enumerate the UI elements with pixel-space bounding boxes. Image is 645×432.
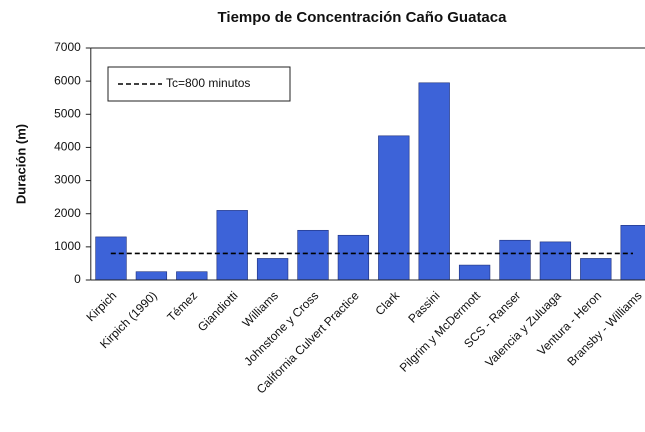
bar <box>176 271 208 281</box>
chart-title: Tiempo de Concentración Caño Guataca <box>218 9 508 26</box>
bar <box>297 229 329 281</box>
bar <box>580 258 612 281</box>
y-tick-label: 2000 <box>54 206 81 220</box>
x-tick-label: Giandiotti <box>195 288 241 334</box>
y-tick-label: 6000 <box>54 73 81 87</box>
y-tick-label: 1000 <box>54 239 81 253</box>
y-tick-label: 3000 <box>54 173 81 187</box>
x-tick-label: Kirpich <box>84 288 120 324</box>
x-tick-label: Passini <box>405 288 442 325</box>
x-tick-label: Bransby - Williams <box>564 288 644 368</box>
x-tick-label: Johnstone y Cross <box>241 288 321 368</box>
y-tick-label: 0 <box>74 272 81 286</box>
bar <box>135 271 168 281</box>
bar <box>256 258 289 281</box>
bar <box>499 239 531 281</box>
bar <box>418 82 450 281</box>
x-tick-label: Clark <box>372 288 402 318</box>
bar <box>378 135 410 281</box>
x-tick-label: Valencia y Zuluaga <box>482 288 564 370</box>
bar <box>95 236 127 281</box>
x-tick-label: Williams <box>239 288 280 329</box>
y-tick-label: 5000 <box>54 106 81 120</box>
y-tick-label: 7000 <box>54 40 81 54</box>
x-tick-label: Témez <box>164 288 200 324</box>
bar <box>337 234 370 281</box>
y-tick-label: 4000 <box>54 140 81 154</box>
bar <box>458 264 491 281</box>
bar <box>620 225 645 281</box>
bar <box>216 210 248 281</box>
bar <box>539 241 572 281</box>
y-axis-label: Duración (m) <box>13 124 28 204</box>
legend-label: Tc=800 minutos <box>166 76 250 90</box>
